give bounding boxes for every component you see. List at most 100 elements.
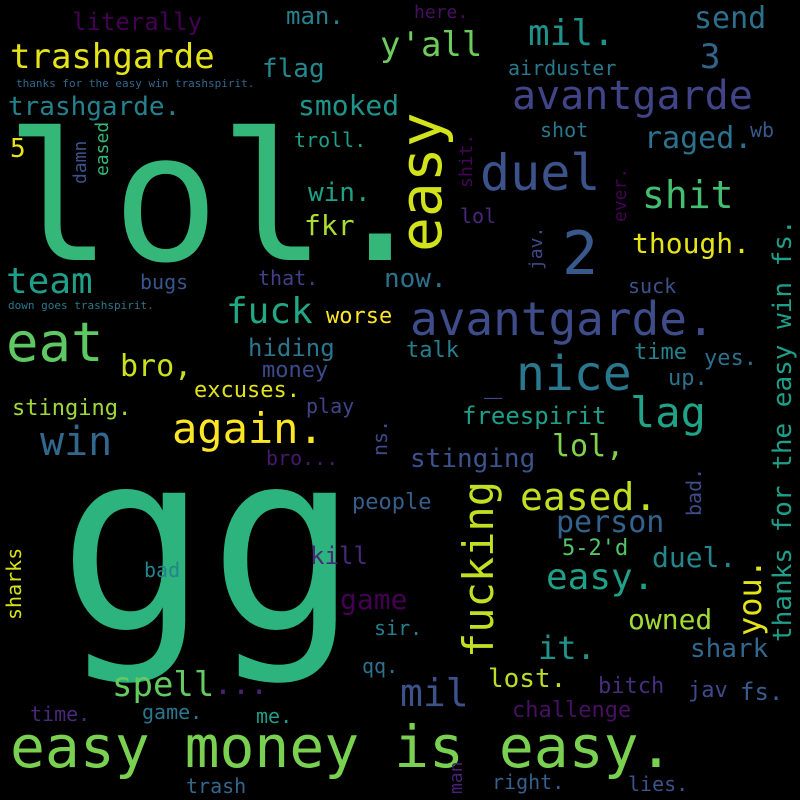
- word-duel: duel: [480, 144, 601, 202]
- word-time: time: [634, 340, 687, 365]
- word-3: 3: [700, 37, 721, 77]
- word-game-dot: game.: [142, 700, 203, 724]
- word-bugs: bugs: [140, 270, 189, 294]
- word-trashgarde: trashgarde: [10, 37, 215, 77]
- word-send: send: [694, 1, 767, 36]
- word-that: that.: [258, 266, 319, 290]
- word-stinging: stinging: [410, 444, 536, 474]
- word-shark: shark: [690, 634, 769, 664]
- word-sir: sir.: [374, 616, 423, 640]
- word-money: money: [262, 358, 329, 383]
- word-nice: nice: [516, 346, 632, 402]
- word-raged: raged.: [644, 121, 753, 156]
- word-man-dot: man.: [286, 2, 344, 30]
- word-avantgarde: avantgarde: [512, 73, 753, 119]
- word-person: person: [556, 505, 665, 540]
- word-lies: lies.: [628, 772, 689, 796]
- word-bro-ellipsis: bro...: [266, 446, 339, 470]
- word-yes: yes.: [704, 346, 757, 371]
- word-owned: owned: [628, 603, 713, 636]
- word-lag: lag: [630, 388, 706, 437]
- word-talk: talk: [406, 338, 459, 363]
- word-stinging-dot: stinging.: [12, 396, 132, 421]
- word-win: win: [40, 419, 113, 465]
- word-right: right.: [492, 770, 565, 794]
- word-easy-dot: easy.: [546, 557, 655, 598]
- word-2: 2: [562, 219, 599, 289]
- word-ellipsis: ...: [214, 667, 269, 702]
- word-shit-dot-vertical: shit.: [456, 133, 477, 188]
- word-game: game: [340, 583, 408, 616]
- word-jav-dot-vertical: jav.: [526, 226, 547, 270]
- word-damn-vertical: damn: [70, 140, 91, 184]
- word-lol-small: lol: [460, 204, 497, 228]
- word-5-2d: 5-2'd: [562, 536, 629, 561]
- word-bitch: bitch: [598, 674, 665, 699]
- word-people: people: [352, 490, 432, 515]
- word-play: play: [306, 394, 355, 418]
- word-ever-vertical: ever.: [610, 167, 631, 222]
- word-yall: y'all: [380, 25, 483, 65]
- word-man-vertical: man: [446, 761, 467, 794]
- word-literally: literally: [72, 8, 203, 36]
- word-again: again.: [172, 404, 324, 453]
- word-qq: qq.: [362, 654, 399, 678]
- word-lol-comma: lol,: [552, 429, 625, 464]
- word-trashgarde-dot: trashgarde.: [8, 92, 181, 122]
- word-mil-dot: mil.: [528, 13, 615, 54]
- word-easy-money-is-easy: easy money is easy.: [10, 713, 674, 781]
- word-kill: kill: [310, 542, 368, 570]
- word-gg: gg: [58, 397, 360, 688]
- word-spell: spell: [112, 665, 215, 705]
- word-mil: mil: [400, 671, 469, 715]
- word-ns-vertical: ns.: [368, 419, 392, 456]
- word-now: now.: [384, 264, 447, 294]
- word-lol: lol.: [5, 95, 434, 302]
- word-it: it.: [538, 629, 596, 667]
- word-me: me.: [256, 704, 293, 728]
- word-shit: shit: [642, 173, 734, 217]
- word-shot: shot: [540, 118, 589, 142]
- word-troll: troll.: [294, 128, 367, 152]
- word-thanks-for-the-easy-win-trashspirit: thanks for the easy win trashspirit.: [16, 77, 255, 90]
- word-airduster: airduster: [508, 56, 617, 80]
- word-bad-dot-vertical: bad.: [682, 467, 706, 516]
- word-hiding: hiding: [248, 334, 335, 362]
- word-duel-dot: duel.: [652, 541, 737, 574]
- word-avantgarde-dot: avantgarde.: [410, 292, 715, 346]
- word-challenge: challenge: [512, 698, 632, 723]
- word-underscore: _: [484, 365, 503, 400]
- word-fuck: fuck: [226, 291, 313, 332]
- word-win-dot: win.: [308, 178, 371, 208]
- word-smoked: smoked: [298, 89, 400, 122]
- word-worse: worse: [326, 304, 393, 329]
- word-suck: suck: [628, 274, 677, 298]
- word-you-vertical: you.: [731, 558, 769, 636]
- word-down-goes-trashspirit: down goes trashspirit.: [8, 299, 154, 312]
- word-flag: flag: [262, 54, 325, 84]
- word-fkr: fkr: [304, 209, 355, 242]
- word-eased: eased.: [520, 475, 658, 519]
- word-trash: trash: [186, 774, 247, 798]
- word-eat: eat: [6, 311, 104, 374]
- word-fucking-vertical: fucking: [454, 480, 503, 658]
- word-thanks-for-the-easy-win-fs-vertical: thanks for the easy win fs.: [768, 219, 798, 642]
- word-here: here.: [414, 2, 469, 23]
- word-jav: jav: [688, 678, 728, 703]
- word-sharks-vertical: sharks: [2, 547, 26, 620]
- word-though: though.: [632, 227, 751, 260]
- word-freespirit: freespirit: [462, 402, 607, 430]
- word-time-dot: time.: [30, 702, 91, 726]
- word-bro-comma: bro,: [120, 349, 193, 384]
- word-easy-vertical: easy: [387, 112, 455, 252]
- word-up: up.: [668, 366, 708, 391]
- word-eased-vertical: eased: [92, 121, 113, 176]
- word-5: 5: [10, 134, 26, 164]
- word-team: team: [6, 261, 93, 302]
- word-fs: fs.: [740, 678, 784, 706]
- word-excuses: excuses.: [194, 378, 300, 403]
- word-lost: lost.: [488, 664, 567, 694]
- word-wb: wb: [750, 118, 775, 142]
- word-bad: bad: [144, 558, 181, 582]
